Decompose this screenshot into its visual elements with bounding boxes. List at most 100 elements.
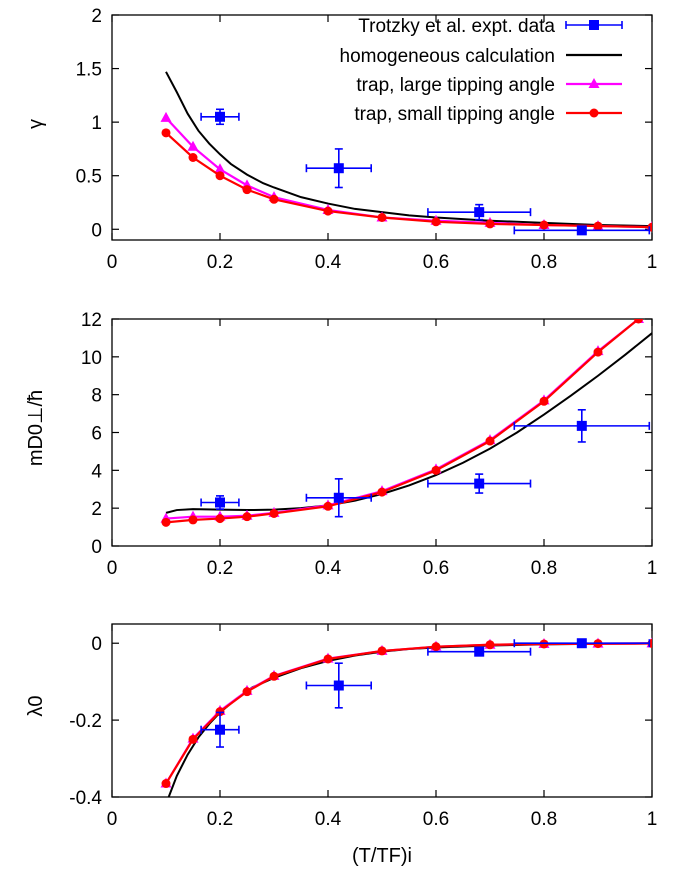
data-point-small [242, 512, 252, 522]
data-point-small [269, 508, 279, 518]
y-axis-label: mD0⊥/ħ [25, 390, 47, 466]
data-point-expt [576, 638, 587, 649]
x-tick-label: 0.2 [207, 252, 233, 273]
data-point-expt [474, 646, 485, 657]
data-point-expt [474, 207, 485, 218]
x-tick-label: 1 [647, 558, 658, 579]
y-tick-label: 2 [91, 499, 102, 520]
data-point-small [269, 671, 279, 681]
x-tick-label: 0.2 [207, 809, 233, 830]
y-tick-label: 0 [91, 634, 102, 655]
plot-frame [111, 623, 653, 798]
x-tick-label: 0 [107, 252, 118, 273]
data-point-expt [474, 478, 485, 489]
x-tick-label: 0.8 [531, 252, 557, 273]
data-point-small [593, 347, 603, 357]
data-layer [160, 319, 652, 527]
data-point-expt [333, 163, 344, 174]
y-tick-label: 2 [91, 6, 102, 27]
data-point-small [188, 153, 198, 162]
x-tick-label: 0 [107, 809, 118, 830]
series-small [161, 319, 643, 527]
y-axis-label: γ [25, 119, 47, 129]
y-tick-label: 0 [91, 220, 102, 241]
data-point-expt [333, 492, 344, 503]
series-line-hom [167, 642, 652, 797]
panel-1: 0 0.2 0.4 0.6 0.8 1 0 0.5 1 1.5 2 γ Trotzky et al. e… [25, 6, 658, 273]
data-point-small [323, 501, 333, 511]
data-point-small [323, 206, 333, 216]
data-point-large [187, 140, 199, 151]
data-point-small [215, 514, 225, 524]
data-point-small [242, 185, 252, 195]
x-tick-label: 0.8 [531, 809, 557, 830]
x-tick-label: 0.6 [423, 558, 449, 579]
series-small [161, 128, 652, 232]
legend-swatch-marker [589, 108, 599, 118]
series-large [160, 111, 652, 232]
x-tick-label: 0.4 [315, 252, 342, 273]
series-line-large [165, 642, 652, 785]
data-point-small [431, 642, 441, 652]
y-tick-label: 6 [91, 424, 102, 445]
data-point-small [485, 219, 495, 229]
x-tick-label: 0.4 [315, 558, 342, 579]
x-tick-label: 0 [107, 558, 118, 579]
data-point-small [242, 687, 252, 697]
legend-label: trap, large tipping angle [356, 75, 555, 96]
series-expt [200, 638, 651, 748]
legend-swatch-marker [589, 20, 599, 30]
data-point-small [431, 217, 441, 227]
legend: Trotzky et al. expt. data homogeneous cal… [340, 16, 623, 125]
data-point-expt [215, 724, 225, 735]
data-point-small [593, 221, 603, 231]
data-point-small [161, 779, 171, 789]
x-tick-label: 0.2 [207, 558, 233, 579]
plot-frame [111, 14, 653, 241]
y-tick-label: 4 [91, 461, 102, 482]
data-point-small [323, 654, 333, 664]
x-tick-label: 1 [647, 252, 658, 273]
data-point-expt [333, 680, 344, 691]
data-point-small [539, 220, 549, 230]
y-tick-label: -0.2 [69, 711, 102, 732]
y-tick-label: 0 [91, 537, 102, 558]
data-point-small [377, 487, 387, 497]
x-tick-label: 0.6 [423, 809, 449, 830]
series-hom [165, 332, 652, 514]
data-point-small [215, 171, 225, 181]
series-large [160, 319, 644, 523]
panel-3: 0 0.2 0.4 0.6 0.8 1 -0.4 -0.2 0 λ0 (T/TF)i [25, 623, 657, 867]
legend-swatch-marker [588, 78, 600, 88]
y-tick-label: 10 [81, 348, 102, 369]
y-tick-label: 1.5 [76, 60, 102, 81]
data-layer [160, 637, 652, 797]
series-large [160, 637, 652, 788]
data-point-small [431, 465, 441, 475]
series-expt [200, 108, 651, 236]
data-point-small [485, 436, 495, 446]
data-point-large [214, 163, 226, 174]
y-axis-label: λ0 [25, 695, 47, 716]
data-point-small [539, 396, 549, 406]
series-hom [167, 642, 652, 797]
y-tick-label: -0.4 [69, 788, 102, 809]
y-tick-label: 8 [91, 386, 102, 407]
data-point-expt [215, 497, 225, 508]
y-tick-label: 12 [81, 310, 102, 331]
data-point-large [160, 111, 172, 122]
y-tick-label: 1 [91, 113, 102, 134]
data-point-small [269, 194, 279, 204]
x-tick-label: 0.6 [423, 252, 449, 273]
series-line-large [165, 117, 652, 229]
series-line-small [165, 319, 640, 524]
data-point-small [188, 734, 198, 744]
x-axis-label: (T/TF)i [352, 845, 412, 867]
data-point-expt [576, 420, 587, 431]
legend-label: homogeneous calculation [340, 46, 556, 67]
data-point-small [188, 515, 198, 525]
data-point-expt [576, 225, 587, 236]
data-point-small [161, 517, 171, 527]
